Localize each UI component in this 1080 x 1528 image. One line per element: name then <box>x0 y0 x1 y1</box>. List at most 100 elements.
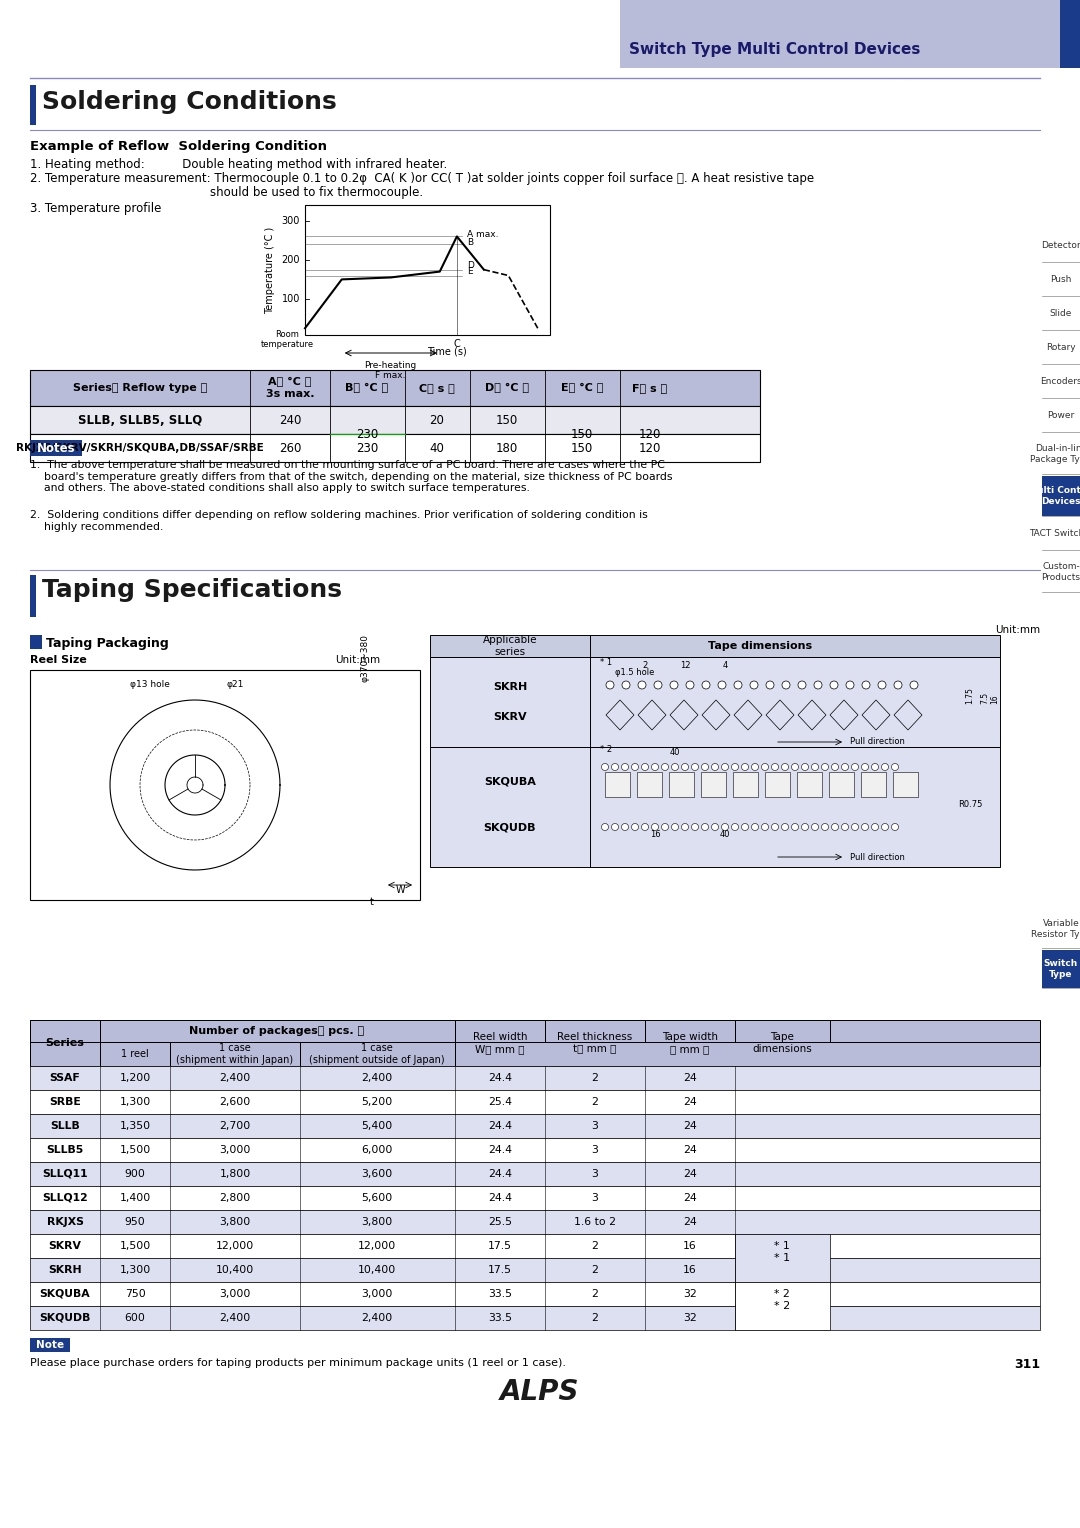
Text: 600: 600 <box>124 1313 146 1323</box>
Text: 24: 24 <box>684 1193 697 1203</box>
Text: 17.5: 17.5 <box>488 1265 512 1274</box>
Text: W: W <box>395 885 405 895</box>
Circle shape <box>731 824 739 831</box>
Text: 1,300: 1,300 <box>120 1265 150 1274</box>
Text: Temperature (°C ): Temperature (°C ) <box>265 226 275 313</box>
Text: 3. Temperature profile: 3. Temperature profile <box>30 202 161 215</box>
Circle shape <box>651 764 659 770</box>
Text: * 1: * 1 <box>774 1253 791 1264</box>
Text: Variable
Resistor Type: Variable Resistor Type <box>1031 920 1080 938</box>
Circle shape <box>862 824 868 831</box>
Text: φ21: φ21 <box>227 680 244 689</box>
Text: 1,500: 1,500 <box>120 1241 150 1251</box>
Text: 240: 240 <box>279 414 301 426</box>
Text: 300: 300 <box>282 215 300 226</box>
Circle shape <box>611 824 619 831</box>
Circle shape <box>621 764 629 770</box>
Text: Encoders: Encoders <box>1040 377 1080 387</box>
Circle shape <box>686 681 694 689</box>
Text: Number of packages（ pcs. ）: Number of packages（ pcs. ） <box>189 1025 365 1036</box>
Bar <box>170 1042 300 1067</box>
Text: 3: 3 <box>592 1122 598 1131</box>
Text: 12: 12 <box>679 662 690 669</box>
Bar <box>300 1042 455 1067</box>
Text: φ370~380: φ370~380 <box>361 634 369 681</box>
Text: 2,400: 2,400 <box>362 1313 393 1323</box>
Circle shape <box>606 681 615 689</box>
Text: E: E <box>467 267 473 277</box>
Text: 33.5: 33.5 <box>488 1313 512 1323</box>
Circle shape <box>731 764 739 770</box>
Text: C（ s ）: C（ s ） <box>419 384 455 393</box>
Circle shape <box>881 824 889 831</box>
Text: D（ °C ）: D（ °C ） <box>485 384 529 393</box>
Circle shape <box>691 824 699 831</box>
Text: 6,000: 6,000 <box>362 1144 393 1155</box>
Circle shape <box>721 824 729 831</box>
Bar <box>669 772 694 798</box>
Text: 1,200: 1,200 <box>120 1073 150 1083</box>
Circle shape <box>771 764 779 770</box>
Circle shape <box>771 824 779 831</box>
Circle shape <box>742 824 748 831</box>
Text: 150: 150 <box>571 442 593 454</box>
Text: SKQUDB: SKQUDB <box>484 822 537 833</box>
Bar <box>605 772 630 798</box>
Text: Power: Power <box>1048 411 1075 420</box>
Bar <box>545 1021 645 1067</box>
Circle shape <box>622 681 630 689</box>
Circle shape <box>792 764 798 770</box>
Text: 16: 16 <box>684 1265 697 1274</box>
Bar <box>30 1258 1040 1282</box>
Text: 2: 2 <box>643 662 648 669</box>
Text: 2: 2 <box>592 1241 598 1251</box>
Circle shape <box>832 824 838 831</box>
Text: SLLQ12: SLLQ12 <box>42 1193 87 1203</box>
Bar <box>30 1282 1040 1306</box>
Text: Unit:mm: Unit:mm <box>995 625 1040 636</box>
Text: 32: 32 <box>684 1290 697 1299</box>
Bar <box>430 636 1000 657</box>
Circle shape <box>782 764 788 770</box>
Bar <box>30 1114 1040 1138</box>
Circle shape <box>718 681 726 689</box>
Text: 2,400: 2,400 <box>362 1073 393 1083</box>
Text: 24.4: 24.4 <box>488 1169 512 1180</box>
Text: Example of Reflow  Soldering Condition: Example of Reflow Soldering Condition <box>30 141 327 153</box>
Text: 3,800: 3,800 <box>362 1216 393 1227</box>
Circle shape <box>721 764 729 770</box>
Text: 24.4: 24.4 <box>488 1073 512 1083</box>
Text: 900: 900 <box>124 1169 146 1180</box>
Text: SKQUBA: SKQUBA <box>40 1290 91 1299</box>
Bar <box>30 1339 70 1352</box>
Text: 12,000: 12,000 <box>216 1241 254 1251</box>
Bar <box>30 1210 1040 1235</box>
Bar <box>829 772 854 798</box>
Text: 1,400: 1,400 <box>120 1193 150 1203</box>
Text: 1,350: 1,350 <box>120 1122 150 1131</box>
Text: 5,600: 5,600 <box>362 1193 393 1203</box>
Circle shape <box>642 764 648 770</box>
Text: 17.5: 17.5 <box>488 1241 512 1251</box>
Circle shape <box>621 824 629 831</box>
Circle shape <box>811 764 819 770</box>
Bar <box>620 0 1080 69</box>
Text: 3,800: 3,800 <box>219 1216 251 1227</box>
Circle shape <box>841 824 849 831</box>
Text: 150: 150 <box>496 414 518 426</box>
Text: 2: 2 <box>592 1313 598 1323</box>
Bar <box>735 1235 831 1282</box>
Circle shape <box>792 824 798 831</box>
Circle shape <box>654 681 662 689</box>
Text: 3,000: 3,000 <box>219 1290 251 1299</box>
Text: 24.4: 24.4 <box>488 1193 512 1203</box>
Text: RKJXS/SKRV/SKRH/SKQUBA,DB/SSAF/SRBE: RKJXS/SKRV/SKRH/SKQUBA,DB/SSAF/SRBE <box>16 443 264 452</box>
Circle shape <box>632 764 638 770</box>
Bar <box>30 575 36 617</box>
Bar <box>430 747 1000 866</box>
Bar <box>30 1235 1040 1258</box>
Text: SKRH: SKRH <box>492 681 527 692</box>
Text: 311: 311 <box>1014 1358 1040 1371</box>
Circle shape <box>702 764 708 770</box>
Circle shape <box>814 681 822 689</box>
